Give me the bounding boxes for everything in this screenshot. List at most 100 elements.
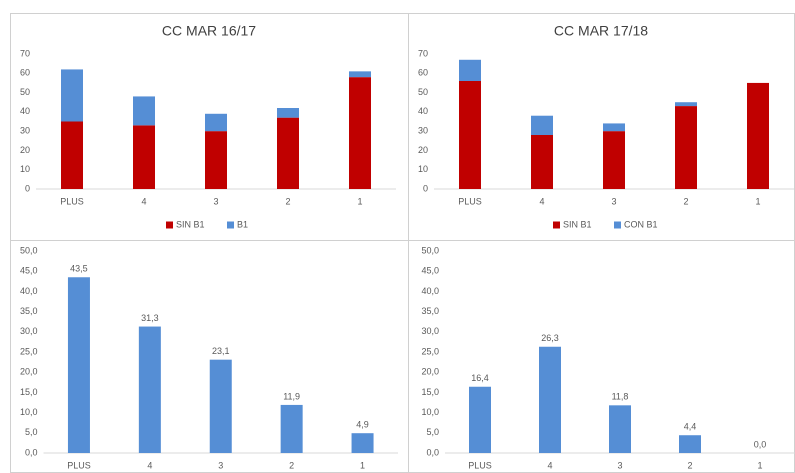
y-tick-label: 40: [20, 106, 30, 116]
x-tick-label: PLUS: [67, 460, 91, 470]
legend-label: SIN B1: [176, 219, 205, 229]
x-tick-label: 4: [547, 460, 552, 470]
chart-title: CC MAR 17/18: [554, 23, 648, 39]
y-tick-label: 5,0: [25, 427, 38, 437]
data-label: 4,4: [684, 422, 697, 432]
x-tick-label: 3: [617, 460, 622, 470]
x-tick-label: PLUS: [468, 460, 492, 470]
x-tick-label: 3: [611, 196, 616, 206]
y-tick-label: 70: [20, 48, 30, 58]
panel: [408, 240, 795, 473]
x-tick-label: 2: [285, 196, 290, 206]
y-tick-label: 30: [20, 126, 30, 136]
bar-segment: [133, 125, 155, 189]
bar: [280, 404, 303, 453]
bar-segment: [277, 108, 299, 118]
y-tick-label: 35,0: [20, 306, 38, 316]
y-tick-label: 15,0: [20, 387, 38, 397]
x-tick-label: 1: [357, 196, 362, 206]
bar-segment: [459, 59, 481, 81]
data-label: 0,0: [754, 439, 767, 449]
y-tick-label: 60: [418, 68, 428, 78]
x-tick-label: 2: [289, 460, 294, 470]
data-label: 26,3: [541, 333, 559, 343]
legend-swatch: [553, 221, 560, 229]
x-tick-label: 4: [539, 196, 544, 206]
x-tick-label: 1: [757, 460, 762, 470]
legend-swatch: [166, 221, 173, 229]
x-tick-label: 1: [755, 196, 760, 206]
y-tick-label: 20: [20, 145, 30, 155]
y-tick-label: 20,0: [421, 367, 439, 377]
legend-swatch: [614, 221, 621, 229]
y-tick-label: 40,0: [421, 286, 439, 296]
bar: [609, 405, 631, 453]
y-tick-label: 40: [418, 106, 428, 116]
data-label: 11,9: [283, 391, 300, 401]
data-label: 23,1: [212, 346, 230, 356]
bar-segment: [603, 123, 625, 132]
data-label: 11,8: [612, 392, 629, 402]
data-label: 43,5: [70, 264, 88, 274]
chart-title: CC MAR 16/17: [162, 23, 256, 39]
legend-swatch: [227, 221, 234, 229]
y-tick-label: 10: [20, 164, 30, 174]
y-tick-label: 10: [418, 164, 428, 174]
y-tick-label: 10,0: [421, 407, 439, 417]
data-label: 4,9: [356, 420, 369, 430]
y-tick-label: 50,0: [20, 245, 38, 255]
bar-segment: [133, 96, 155, 126]
bar-segment: [61, 69, 83, 122]
x-tick-label: PLUS: [458, 196, 482, 206]
x-tick-label: 4: [147, 460, 152, 470]
x-tick-label: PLUS: [60, 196, 84, 206]
y-tick-label: 0: [423, 183, 428, 193]
y-tick-label: 35,0: [421, 306, 439, 316]
y-tick-label: 20,0: [20, 367, 38, 377]
x-tick-label: 2: [687, 460, 692, 470]
y-tick-label: 0: [25, 183, 30, 193]
bar-segment: [205, 113, 227, 132]
bar-segment: [349, 71, 371, 78]
y-tick-label: 45,0: [20, 266, 38, 276]
data-label: 16,4: [471, 373, 489, 383]
bar: [539, 346, 561, 453]
bar: [138, 326, 161, 453]
y-tick-label: 70: [418, 48, 428, 58]
y-tick-label: 0,0: [426, 447, 439, 457]
x-tick-label: 4: [141, 196, 146, 206]
y-tick-label: 5,0: [426, 427, 439, 437]
bar-segment: [675, 106, 697, 189]
y-tick-label: 30,0: [20, 326, 38, 336]
bar: [67, 277, 90, 453]
bar-segment: [277, 117, 299, 189]
bar-segment: [603, 131, 625, 189]
y-tick-label: 50: [418, 87, 428, 97]
y-tick-label: 25,0: [421, 346, 439, 356]
legend-label: SIN B1: [563, 219, 592, 229]
y-tick-label: 10,0: [20, 407, 38, 417]
bar: [209, 359, 232, 453]
y-tick-label: 30,0: [421, 326, 439, 336]
y-tick-label: 45,0: [421, 266, 439, 276]
bar-segment: [61, 121, 83, 189]
y-tick-label: 50,0: [421, 245, 439, 255]
bar-segment: [531, 115, 553, 135]
y-tick-label: 15,0: [421, 387, 439, 397]
bar-segment: [531, 135, 553, 189]
bar: [679, 435, 701, 453]
y-tick-label: 40,0: [20, 286, 38, 296]
y-tick-label: 25,0: [20, 346, 38, 356]
y-tick-label: 60: [20, 68, 30, 78]
bar-segment: [747, 82, 769, 189]
bar: [351, 433, 374, 453]
y-tick-label: 20: [418, 145, 428, 155]
y-tick-label: 0,0: [25, 447, 38, 457]
bar-segment: [459, 81, 481, 189]
data-label: 31,3: [141, 313, 159, 323]
x-tick-label: 2: [683, 196, 688, 206]
bar-segment: [349, 77, 371, 189]
x-tick-label: 3: [213, 196, 218, 206]
legend-label: B1: [237, 219, 248, 229]
